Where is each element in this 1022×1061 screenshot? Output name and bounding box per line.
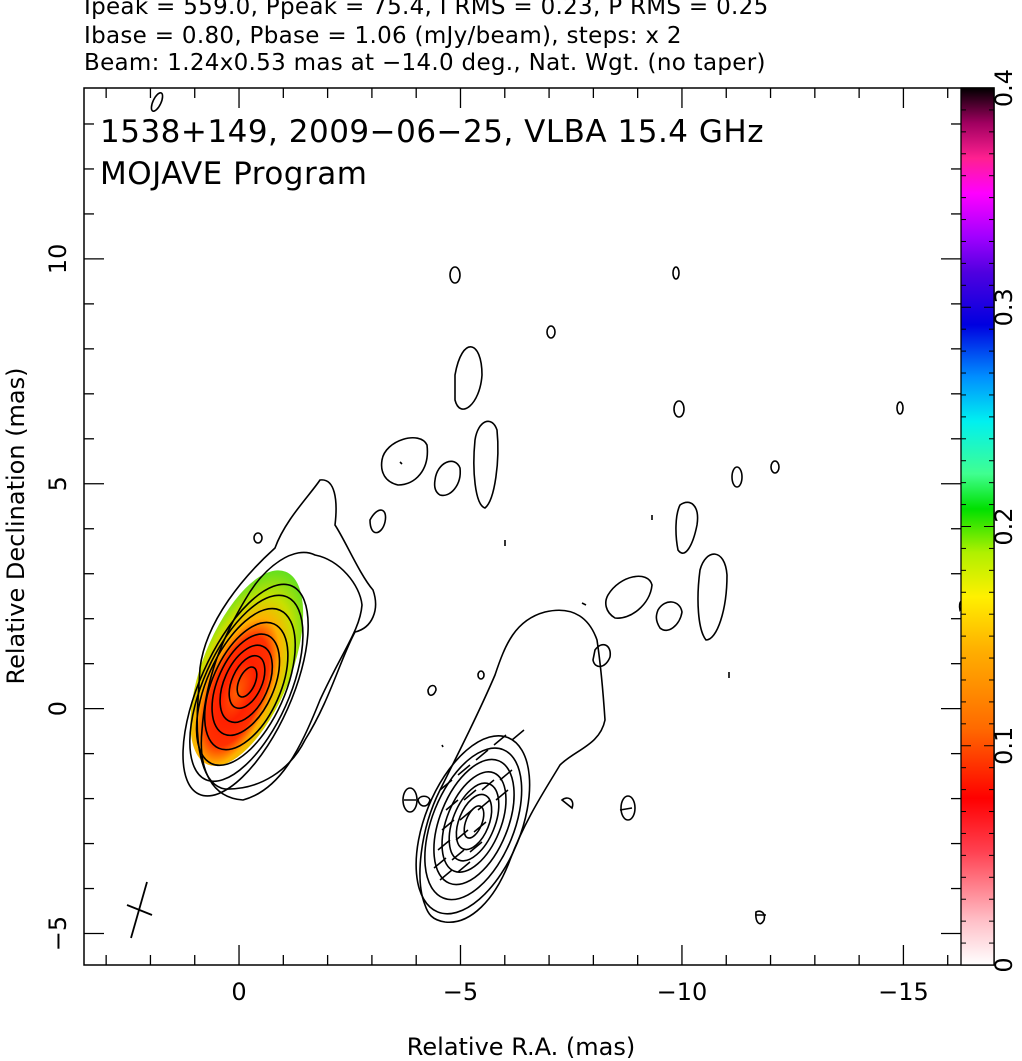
noise-contours — [150, 91, 967, 925]
y-tick-label: 5 — [44, 476, 72, 491]
colorbar-tick-label: 0.2 — [990, 507, 1018, 545]
header-line-2: Ibase = 0.80, Pbase = 1.06 (mJy/beam), s… — [84, 23, 682, 49]
colorbar-tick-label: 0.4 — [990, 69, 1018, 107]
axis-tick-labels: 0 −5 −10 −15 −5 0 5 10 — [44, 244, 929, 1006]
header-line-3: Beam: 1.24x0.53 mas at −14.0 deg., Nat. … — [84, 50, 766, 76]
x-tick-label: −15 — [878, 978, 929, 1006]
beam-ellipse — [126, 881, 153, 939]
map-area — [126, 91, 967, 939]
header-line-1: Ipeak = 559.0, Ppeak = 75.4, I RMS = 0.2… — [84, 0, 769, 20]
colorbar-tick-label: 0.1 — [990, 727, 1018, 765]
colorbar-ticks: 0 0.1 0.2 0.3 0.4 — [961, 69, 1018, 973]
x-tick-label: 0 — [231, 978, 246, 1006]
x-axis-label: Relative R.A. (mas) — [407, 1033, 635, 1061]
y-tick-label: 10 — [44, 244, 72, 275]
y-tick-label: 0 — [44, 701, 72, 716]
polarization-vectors — [404, 729, 766, 916]
annotation-line-1: 1538+149, 2009−06−25, VLBA 15.4 GHz — [100, 114, 764, 150]
colorbar-tick-label: 0 — [990, 957, 1018, 972]
x-tick-label: −5 — [443, 978, 478, 1006]
x-tick-label: −10 — [657, 978, 708, 1006]
axis-ticks — [84, 88, 961, 965]
colorbar-tick-label: 0.3 — [990, 288, 1018, 326]
jet-contours — [415, 609, 606, 923]
annotation-line-2: MOJAVE Program — [100, 156, 367, 192]
y-axis-label: Relative Declination (mas) — [2, 367, 30, 684]
core-contours — [182, 479, 377, 801]
plot-frame — [83, 87, 995, 966]
y-tick-label: −5 — [44, 916, 72, 951]
